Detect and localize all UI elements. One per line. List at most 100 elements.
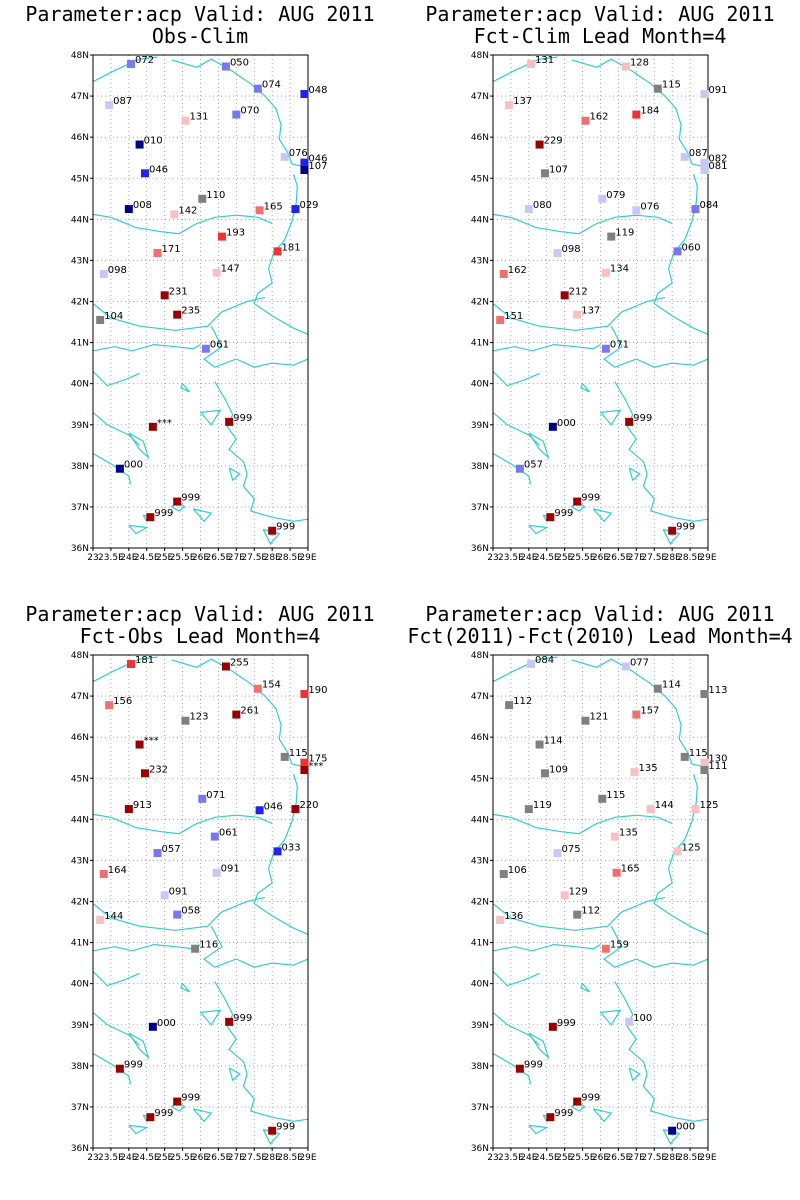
lon-tick-label: 23 xyxy=(487,553,498,563)
coastline xyxy=(192,508,213,523)
station-marker xyxy=(173,1097,182,1106)
station-marker xyxy=(255,806,264,815)
station-marker xyxy=(201,344,210,353)
lat-tick-label: 43N xyxy=(71,256,89,266)
station-value-label: 081 xyxy=(708,161,727,172)
lon-tick-label: 23.5E xyxy=(98,1153,124,1163)
panel-fct-clim: Parameter:acp Valid: AUG 2011 Fct-Clim L… xyxy=(400,0,800,600)
station-value-label: 999 xyxy=(557,1018,576,1029)
lon-tick-label: 27.5E xyxy=(241,1153,267,1163)
station-value-label: 033 xyxy=(282,842,301,853)
station-value-label: 091 xyxy=(708,85,727,96)
lat-tick-label: 40N xyxy=(471,380,489,390)
coastline xyxy=(92,813,273,835)
station-value-label: 999 xyxy=(154,508,173,519)
panel-title: Parameter:acp Valid: AUG 2011 xyxy=(425,2,775,26)
station-marker xyxy=(612,868,621,877)
station-value-label: 142 xyxy=(178,205,197,216)
station-value-label: 999 xyxy=(581,1093,600,1104)
lon-tick-label: 26.5E xyxy=(606,553,632,563)
station-value-label: 125 xyxy=(699,800,718,811)
station-value-label: 082 xyxy=(708,154,727,165)
coastline xyxy=(571,58,693,165)
station-value-label: 000 xyxy=(157,1018,176,1029)
station-value-label: 119 xyxy=(533,800,552,811)
lat-tick-label: 41N xyxy=(471,939,489,949)
station-marker xyxy=(191,944,200,953)
coastline xyxy=(171,58,293,165)
station-value-label: 110 xyxy=(206,190,225,201)
station-marker xyxy=(160,291,169,300)
station-marker xyxy=(680,152,689,161)
station-value-label: 115 xyxy=(662,80,681,91)
station-marker xyxy=(573,310,582,319)
lat-tick-label: 41N xyxy=(471,339,489,349)
station-value-label: 113 xyxy=(708,685,727,696)
station-value-label: 154 xyxy=(262,680,281,691)
station-marker xyxy=(610,832,619,841)
lon-tick-label: 25E xyxy=(156,553,173,563)
station-marker xyxy=(535,740,544,749)
coastline xyxy=(571,658,693,765)
station-value-label: 115 xyxy=(606,790,625,801)
coastline xyxy=(214,981,309,1122)
lat-tick-label: 46N xyxy=(71,733,89,743)
lat-tick-label: 38N xyxy=(471,1062,489,1072)
station-marker xyxy=(96,315,105,324)
station-marker xyxy=(668,1126,677,1135)
station-value-label: 008 xyxy=(133,200,152,211)
station-marker xyxy=(621,62,630,71)
station-marker xyxy=(96,915,105,924)
station-marker xyxy=(160,891,169,900)
lat-tick-label: 48N xyxy=(471,651,489,661)
station-marker xyxy=(126,60,135,69)
station-marker xyxy=(124,205,133,214)
station-value-label: 164 xyxy=(108,865,127,876)
station-value-label: 115 xyxy=(689,748,708,759)
lat-tick-label: 44N xyxy=(471,815,489,825)
station-marker xyxy=(105,701,114,710)
station-value-label: 144 xyxy=(104,911,123,922)
lon-tick-label: 24.5E xyxy=(534,1153,560,1163)
lat-tick-label: 48N xyxy=(471,51,489,61)
station-marker xyxy=(515,1064,524,1073)
station-marker xyxy=(291,805,300,814)
station-value-label: 130 xyxy=(708,754,727,765)
station-marker xyxy=(515,464,524,473)
station-marker xyxy=(668,526,677,535)
lat-tick-label: 36N xyxy=(471,1144,489,1154)
station-marker xyxy=(499,869,508,878)
station-marker xyxy=(573,1097,582,1106)
station-value-label: 116 xyxy=(199,940,218,951)
station-value-label: 999 xyxy=(124,1060,143,1071)
station-marker xyxy=(126,660,135,669)
station-value-label: 112 xyxy=(513,696,532,707)
coastline xyxy=(528,432,550,460)
lon-tick-label: 26E xyxy=(192,553,209,563)
station-value-label: 106 xyxy=(508,865,527,876)
panel-fct-diff: Parameter:acp Valid: AUG 2011 Fct(2011)-… xyxy=(400,600,800,1200)
station-value-label: 190 xyxy=(308,685,327,696)
station-value-label: 121 xyxy=(589,712,608,723)
station-marker xyxy=(526,60,535,69)
lat-tick-label: 43N xyxy=(71,856,89,866)
station-value-label: 147 xyxy=(221,264,240,275)
panel-obs-clim: Parameter:acp Valid: AUG 2011 Obs-Clim 3… xyxy=(0,0,400,600)
lon-tick-label: 26.5E xyxy=(606,1153,632,1163)
lon-tick-label: 28.5E xyxy=(277,1153,303,1163)
lon-tick-label: 25E xyxy=(556,553,573,563)
station-marker xyxy=(291,205,300,214)
station-marker xyxy=(115,1064,124,1073)
station-marker xyxy=(255,206,264,215)
coastline xyxy=(603,325,709,368)
station-marker xyxy=(300,90,309,99)
lat-tick-label: 42N xyxy=(71,898,89,908)
lon-tick-label: 26.5E xyxy=(206,553,232,563)
station-value-label: 220 xyxy=(299,800,318,811)
station-marker xyxy=(173,310,182,319)
station-value-label: 135 xyxy=(619,828,638,839)
coastline xyxy=(214,381,309,522)
coastline xyxy=(492,213,673,235)
lat-tick-label: 42N xyxy=(471,298,489,308)
